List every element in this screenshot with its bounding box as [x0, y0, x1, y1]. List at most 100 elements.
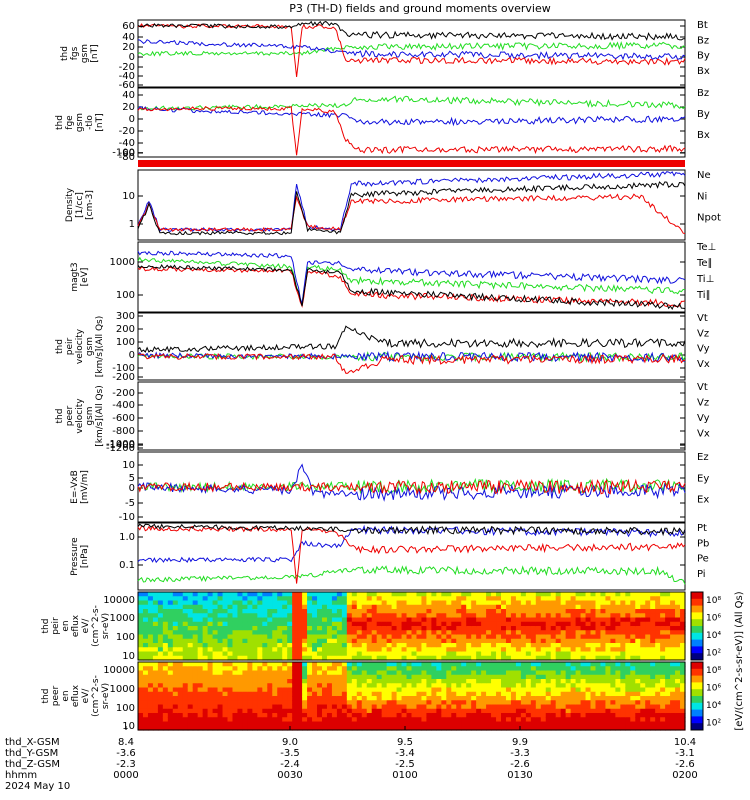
- spec-cell: [386, 638, 393, 644]
- spec-cell: [222, 687, 229, 693]
- spec-cell: [510, 696, 517, 701]
- spec-cell: [670, 634, 676, 640]
- spec-cell: [456, 721, 462, 727]
- spec-cell: [366, 683, 373, 689]
- colorbar-cell: [691, 700, 703, 704]
- spec-cell: [645, 687, 651, 693]
- spec-cell: [625, 600, 631, 606]
- spec-cell: [550, 630, 557, 636]
- spec-cell: [446, 617, 452, 623]
- spec-cell: [496, 604, 502, 610]
- colorbar-cell: [691, 666, 703, 670]
- spec-cell: [272, 643, 278, 648]
- spec-cell: [202, 704, 209, 710]
- spec-cell: [426, 708, 432, 714]
- spec-cell: [635, 651, 641, 657]
- spec-cell: [585, 700, 592, 706]
- spec-cell: [530, 613, 537, 619]
- spec-cell: [366, 626, 373, 631]
- ytick-label: 20: [122, 102, 135, 113]
- spec-cell: [540, 592, 547, 597]
- spec-cell: [396, 687, 403, 693]
- spec-cell: [640, 600, 646, 606]
- spec-cell: [645, 604, 651, 610]
- spec-cell: [535, 592, 542, 597]
- spec-cell: [625, 609, 631, 614]
- spec-cell: [242, 651, 248, 657]
- spec-cell: [565, 717, 572, 723]
- spec-cell: [376, 662, 383, 667]
- spec-cell: [610, 638, 616, 644]
- spec-cell: [167, 725, 174, 731]
- spec-cell: [436, 691, 442, 697]
- spec-cell: [381, 691, 388, 697]
- spec-cell: [197, 691, 204, 697]
- spec-cell: [217, 613, 224, 619]
- spec-cell: [411, 655, 418, 661]
- spec-cell: [510, 617, 517, 623]
- spec-cell: [287, 717, 293, 723]
- spec-cell: [411, 721, 418, 727]
- spec-cell: [212, 700, 219, 706]
- spec-cell: [590, 721, 597, 727]
- spec-cell: [317, 651, 323, 657]
- spec-cell: [610, 704, 616, 710]
- colorbar-cell: [691, 727, 703, 731]
- spec-cell: [496, 700, 502, 706]
- spec-cell: [615, 638, 621, 644]
- spec-cell: [486, 662, 492, 667]
- spec-cell: [550, 621, 557, 627]
- spec-cell: [401, 721, 408, 727]
- spec-cell: [600, 651, 607, 657]
- spec-cell: [222, 609, 229, 614]
- spec-cell: [252, 717, 258, 723]
- spec-cell: [600, 592, 607, 597]
- spec-cell: [431, 604, 437, 610]
- spec-cell: [635, 670, 641, 676]
- spec-cell: [366, 679, 373, 684]
- spec-cell: [486, 683, 492, 689]
- spec-cell: [197, 683, 204, 689]
- spec-cell: [138, 617, 144, 623]
- spec-cell: [530, 647, 537, 653]
- spec-cell: [157, 679, 164, 684]
- spec-cell: [600, 683, 607, 689]
- spec-cell: [227, 721, 234, 727]
- spec-cell: [540, 683, 547, 689]
- spec-cell: [321, 700, 328, 706]
- spec-cell: [416, 717, 423, 723]
- spec-cell: [197, 609, 204, 614]
- spec-cell: [312, 600, 318, 606]
- spec-cell: [351, 638, 358, 644]
- spec-cell: [545, 691, 552, 697]
- spec-cell: [451, 609, 457, 614]
- spec-cell: [277, 721, 283, 727]
- spec-cell: [655, 600, 661, 606]
- spec-cell: [172, 604, 179, 610]
- spec-cell: [162, 683, 169, 689]
- spec-cell: [297, 630, 303, 636]
- spec-cell: [431, 596, 437, 602]
- spec-cell: [530, 721, 537, 727]
- spec-cell: [282, 662, 288, 667]
- colorbar-cell: [691, 709, 703, 713]
- spec-cell: [451, 679, 457, 684]
- spec-cell: [272, 647, 278, 653]
- spec-cell: [167, 704, 174, 710]
- spec-cell: [242, 647, 248, 653]
- spec-cell: [620, 691, 626, 697]
- spec-cell: [341, 600, 348, 606]
- spec-cell: [610, 683, 616, 689]
- spec-cell: [182, 647, 189, 653]
- spec-cell: [167, 679, 174, 684]
- spec-cell: [510, 609, 517, 614]
- spec-cell: [530, 643, 537, 648]
- legend-Ti∥: Ti∥: [696, 290, 711, 301]
- spec-cell: [401, 713, 408, 718]
- spec-cell: [331, 679, 338, 684]
- spec-cell: [297, 613, 303, 619]
- spec-cell: [336, 638, 343, 644]
- spec-cell: [202, 666, 209, 672]
- spec-cell: [650, 717, 656, 723]
- spec-cell: [242, 691, 248, 697]
